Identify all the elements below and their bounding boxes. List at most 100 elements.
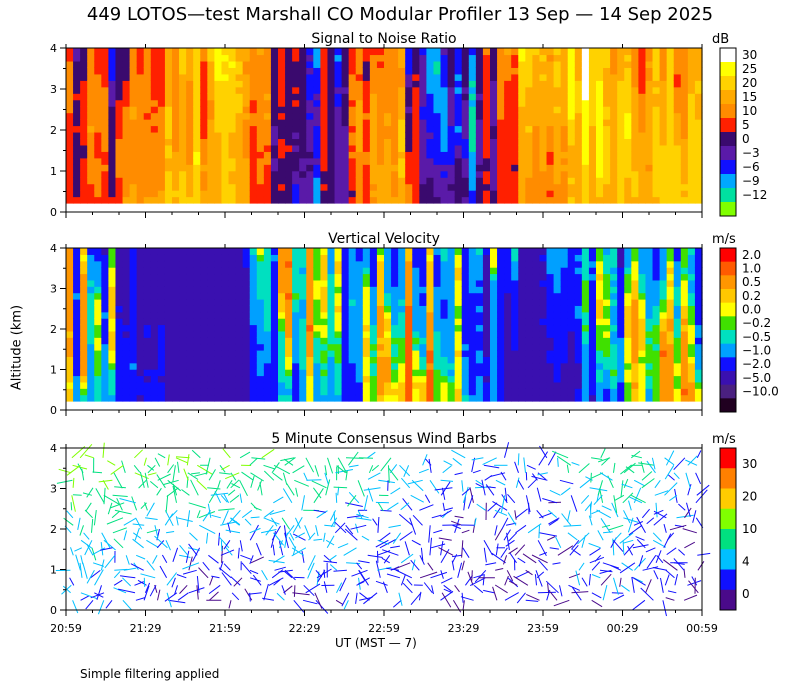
heatmap-cell <box>129 54 138 62</box>
wind-barb <box>172 483 178 496</box>
wind-barb <box>507 493 516 504</box>
heatmap-cell <box>603 286 611 294</box>
heatmap-cell <box>638 196 647 204</box>
heatmap-cell <box>249 183 258 191</box>
heatmap-cell <box>574 248 583 255</box>
wind-barb <box>225 529 241 534</box>
heatmap-cell <box>560 267 569 275</box>
wind-barb <box>80 595 90 601</box>
wind-barb <box>307 555 316 571</box>
heatmap-cell <box>652 144 661 152</box>
heatmap-cell <box>419 93 427 101</box>
heatmap-cell <box>179 362 187 370</box>
heatmap-cell <box>341 112 350 120</box>
heatmap-cell <box>200 196 208 204</box>
wind-barb <box>315 569 323 578</box>
wind-barbs <box>55 442 711 617</box>
heatmap-cell <box>263 248 272 255</box>
heatmap-cell <box>122 183 131 191</box>
heatmap-cell <box>610 305 618 313</box>
wind-barb <box>206 532 209 544</box>
heatmap-cell <box>560 67 569 75</box>
heatmap-cell <box>193 362 201 370</box>
heatmap-cell <box>179 99 187 107</box>
wind-barb <box>166 592 172 608</box>
heatmap-cell <box>588 330 597 338</box>
heatmap-cell <box>610 279 618 287</box>
heatmap-cell <box>214 106 223 114</box>
heatmap-cell <box>122 190 131 198</box>
heatmap-cell <box>334 138 343 146</box>
heatmap-cell <box>143 381 152 389</box>
heatmap-cell <box>652 369 661 377</box>
heatmap-cell <box>384 394 392 402</box>
heatmap-cell <box>143 151 152 159</box>
heatmap-cell <box>164 112 173 120</box>
heatmap-cell <box>617 190 625 198</box>
heatmap-cell <box>207 112 215 120</box>
heatmap-cell <box>292 248 300 255</box>
heatmap-cell <box>511 157 519 165</box>
heatmap-cell <box>588 86 597 94</box>
wind-barb <box>461 480 464 492</box>
heatmap-cell <box>200 119 208 127</box>
heatmap-cell <box>270 177 279 185</box>
heatmap-cell <box>638 93 647 101</box>
wind-barb <box>514 544 526 556</box>
heatmap-cell <box>546 337 555 345</box>
heatmap-cell <box>645 131 654 140</box>
wind-barb <box>138 479 147 489</box>
heatmap-cell <box>638 248 647 255</box>
heatmap-cell <box>398 388 406 396</box>
wind-barb <box>171 577 176 588</box>
heatmap-cell <box>666 138 675 146</box>
heatmap-cell <box>355 106 364 114</box>
wind-barb <box>168 599 186 604</box>
heatmap-cell <box>193 292 201 300</box>
heatmap-cell <box>574 164 583 172</box>
heatmap-cell <box>200 138 208 146</box>
heatmap-cell <box>447 337 456 345</box>
heatmap-cell <box>518 337 526 345</box>
wind-barb <box>411 539 421 546</box>
heatmap-cell <box>546 151 555 159</box>
heatmap-cell <box>610 394 618 402</box>
heatmap-cell <box>369 99 378 107</box>
heatmap-cell <box>694 144 703 152</box>
heatmap-cell <box>518 177 526 185</box>
heatmap-cell <box>157 151 166 159</box>
heatmap-cell <box>482 324 491 332</box>
heatmap-cell <box>376 362 385 370</box>
heatmap-cell <box>292 125 300 133</box>
heatmap-cell <box>666 93 675 101</box>
heatmap-cell <box>143 196 152 204</box>
wind-barb <box>326 535 335 549</box>
wind-barb <box>337 543 349 549</box>
heatmap-cell <box>511 369 519 377</box>
heatmap-cell <box>560 151 569 159</box>
heatmap-cell <box>376 106 385 114</box>
heatmap-cell <box>376 86 385 94</box>
heatmap-cell <box>518 273 526 281</box>
heatmap-cell <box>666 131 675 140</box>
heatmap-cell <box>179 86 187 94</box>
heatmap-cell <box>214 279 223 287</box>
wind-barb <box>268 577 284 586</box>
heatmap-cell <box>659 54 668 62</box>
heatmap-cell <box>136 67 145 75</box>
heatmap-cell <box>638 144 647 152</box>
heatmap-cell <box>553 99 562 107</box>
heatmap-cell <box>574 177 583 185</box>
heatmap-cell <box>122 138 131 146</box>
heatmap-cell <box>299 350 307 357</box>
heatmap-cell <box>242 248 251 255</box>
heatmap-cell <box>179 248 187 255</box>
heatmap-cell <box>412 190 420 198</box>
heatmap-cell <box>419 381 427 389</box>
heatmap-cell <box>278 190 286 198</box>
heatmap-cell <box>610 267 618 275</box>
heatmap-cell <box>680 350 689 357</box>
heatmap-cell <box>384 318 392 326</box>
wind-barb <box>249 524 259 541</box>
heatmap-cell <box>101 350 109 357</box>
